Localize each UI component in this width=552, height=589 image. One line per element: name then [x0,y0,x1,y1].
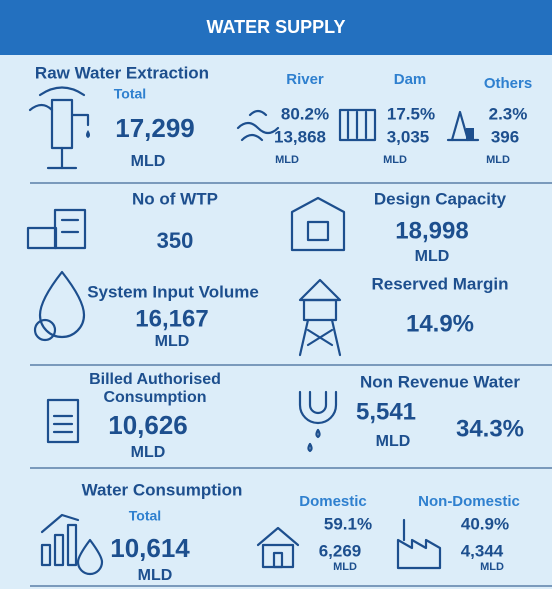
total-label: Total [114,86,146,102]
others-icon-part [450,110,470,142]
total-label: Total [129,508,161,524]
house-icon-part [256,526,300,547]
section-title: Raw Water Extraction [35,63,209,82]
bill-icon [46,398,80,444]
pump-icon-part [38,86,86,97]
section-title: Water Consumption [82,480,243,499]
river-icon-part [240,133,264,142]
tower-icon-part [298,318,342,357]
source-name: River [286,71,324,88]
source-name: Dam [394,71,427,88]
tower-icon [298,278,342,357]
drop-gear-icon-part [38,270,86,339]
value: 350 [157,228,194,253]
label: System Input Volume [87,282,259,301]
category-unit: MLD [333,561,357,573]
river-icon-part [248,109,268,117]
plant-icon-part [26,226,58,250]
category-percent: 40.9% [461,514,509,533]
pump-icon-part [28,103,54,112]
drop-gear-icon-part [33,318,57,342]
source-unit: MLD [275,154,299,166]
growth-icon-part [40,513,80,534]
total-value: 10,614 [110,533,190,563]
source-percent: 2.3% [489,104,528,123]
pipe-icon-part [298,390,338,425]
value: 10,626 [108,410,188,440]
source-unit: MLD [486,154,510,166]
value: 14.9% [406,310,474,337]
source-volume: 3,035 [387,127,430,146]
river-icon-part [236,121,280,135]
header-bar [0,0,552,55]
house-icon-part [272,551,284,569]
percent: 34.3% [456,415,524,442]
source-name: Others [484,75,532,92]
category-volume: 6,269 [319,541,362,560]
pipe-icon [298,390,338,453]
bill-icon-part [46,398,80,444]
factory-icon [396,518,442,570]
total-value: 17,299 [115,113,195,143]
dam-icon-part [338,108,377,142]
source-percent: 17.5% [387,104,435,123]
value: 16,167 [135,305,208,332]
others-icon [446,110,480,142]
growth-icon [40,513,104,576]
source-percent: 80.2% [281,104,329,123]
category-name: Domestic [299,493,367,510]
pump-icon-part [70,113,90,127]
plant-icon [26,208,87,250]
growth-icon-part [66,523,78,567]
category-percent: 59.1% [324,514,372,533]
label: Consumption [103,389,206,406]
category-volume: 4,344 [461,541,504,560]
dam-icon [338,108,377,142]
unit: MLD [131,153,166,170]
category-name: Non-Domestic [418,493,520,510]
source-volume: 396 [491,127,519,146]
value: 18,998 [395,217,468,244]
factory-icon-part [396,538,442,570]
unit: MLD [131,444,166,461]
growth-icon-part [76,538,104,576]
growth-icon-part [40,543,52,567]
label: Billed Authorised [89,371,221,388]
source-unit: MLD [383,154,407,166]
house-icon [256,526,300,569]
warehouse-icon-part [306,220,330,242]
others-icon-part [466,128,474,140]
unit: MLD [415,248,450,265]
value: 5,541 [356,398,416,425]
label: No of WTP [132,189,218,208]
growth-icon-part [53,533,65,567]
warehouse-icon-part [290,196,346,252]
tower-icon-part [302,298,338,322]
unit: MLD [138,567,173,584]
pipe-icon-part [307,428,321,453]
unit: MLD [376,433,411,450]
source-volume: 13,868 [274,127,326,146]
label: Design Capacity [374,189,507,208]
category-unit: MLD [480,561,504,573]
label: Non Revenue Water [360,372,520,391]
unit: MLD [155,333,190,350]
label: Reserved Margin [372,274,509,293]
pump-icon-part [86,130,90,138]
header-title: WATER SUPPLY [206,17,345,37]
drop-gear-icon [33,270,86,342]
pipe-icon-part [308,390,328,415]
pump-icon [28,86,90,170]
warehouse-icon [290,196,346,252]
river-icon [236,109,280,142]
